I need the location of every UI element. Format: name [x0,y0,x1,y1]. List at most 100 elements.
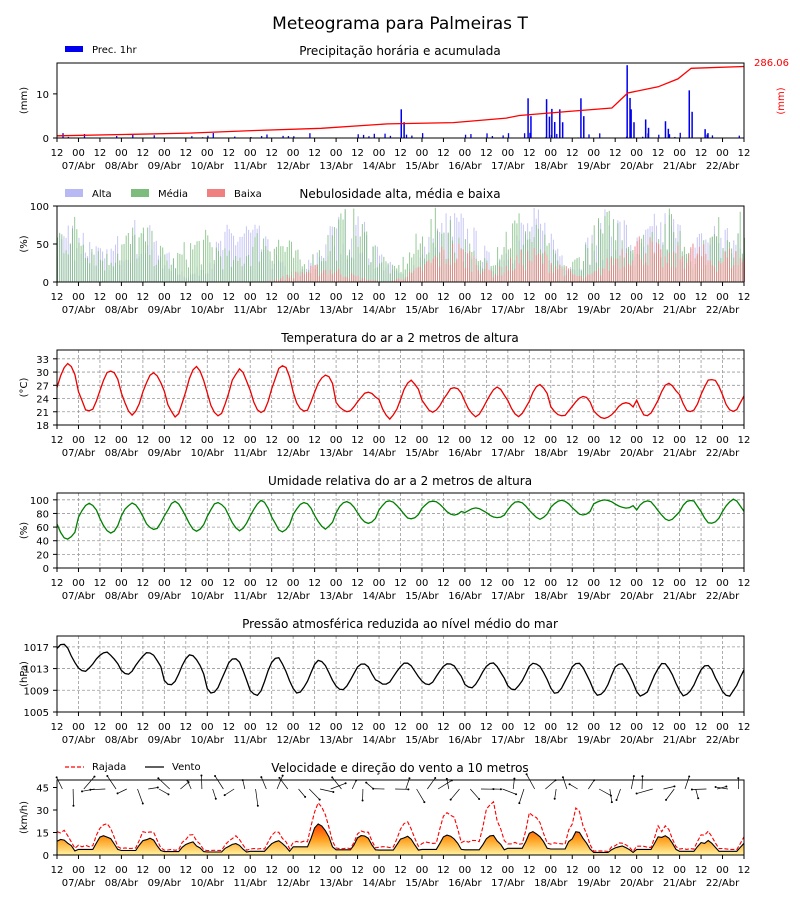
wind-arrow-head [318,798,321,801]
cloud-bar [299,259,301,282]
cloud-bar [269,251,271,282]
panel-1-date-label: 16/Abr [448,305,482,316]
panel-4-hour-label: 00 [72,722,85,733]
cloud-bar [325,269,327,282]
cloud-bar [241,266,243,282]
cloud-bar [284,279,286,282]
cloud-bar [531,261,533,282]
cloud-bar [430,218,432,282]
wind-arrow [365,782,374,790]
panel-2-hour-label: 12 [351,435,364,446]
cloud-bar [389,261,391,282]
cloud-bar [503,247,505,282]
panel-1-ytick-label: 100 [30,202,49,213]
panel-1-hour-label: 00 [72,292,85,303]
cloud-bar [692,243,694,282]
panel-3-hour-label: 12 [51,578,64,589]
panel-3-hour-label: 00 [244,578,257,589]
panel-4-date-label: 10/Abr [191,735,225,746]
cloud-bar [314,264,316,282]
panel-5-date-label: 08/Abr [105,878,139,889]
legend-swatch-cloud-1 [131,189,149,197]
panel-5-date-label: 22/Abr [706,878,740,889]
cloud-bar [479,274,481,282]
panel-0-hour-label: 12 [394,148,407,159]
panel-1-date-label: 13/Abr [319,305,353,316]
cloud-bar [662,244,664,282]
panel-0-date-label: 19/Abr [577,161,611,172]
cloud-bar [338,219,340,282]
precip-bar [191,136,193,138]
precip-bar [411,135,413,138]
wind-arrow-head [344,782,347,785]
cloud-bar [602,268,604,282]
cloud-bar [359,279,361,282]
legend-swatch-cloud-0 [65,189,83,197]
cloud-bar [153,241,155,282]
panel-2-ytick-label: 33 [36,355,49,366]
cloud-bar [145,241,147,282]
panel-1-ylabel: (%) [19,235,30,252]
cloud-bar [426,261,428,282]
panel-3-ytick-label: 100 [30,496,49,507]
panel-3-date-label: 17/Abr [491,591,525,602]
cloud-bar [87,258,89,282]
panel-3-date-label: 15/Abr [405,591,439,602]
precip-bar [260,136,263,138]
cloud-bar [537,253,539,282]
cloud-bar [396,268,398,282]
right-ylabel: (mm) [776,87,787,114]
cloud-bar [662,267,664,282]
cloud-bar [235,255,237,282]
panel-2-hour-label: 12 [51,435,64,446]
humidity-line [56,498,745,540]
panel-4-date-label: 15/Abr [405,735,439,746]
cloud-bar [168,268,170,282]
precip-bar [679,132,681,138]
panel-2-hour-label: 00 [287,435,300,446]
wind-arrow-head [256,804,259,807]
cloud-bar [735,251,737,282]
precip-bar [599,133,601,138]
cloud-bar [310,265,312,282]
precip-bar [116,136,118,138]
precip-bar [561,122,564,138]
cloud-bar [492,277,494,282]
panel-2-hour-label: 12 [308,435,321,446]
cloud-bar [658,243,660,282]
cloud-bar [222,250,224,282]
cloud-bar [258,261,260,282]
cloud-bar [628,264,630,282]
panel-0-date-label: 15/Abr [405,161,439,172]
cloud-bar [82,244,84,282]
precip-bar [368,136,370,138]
cloud-bar [187,267,189,282]
cloud-bar [514,220,516,282]
panel-0-hour-label: 12 [351,148,364,159]
wind-arrow [545,779,556,790]
cloud-bar [63,253,65,282]
panel-2-hour-label: 00 [544,435,557,446]
cloud-bar [505,265,507,282]
cloud-bar [701,256,703,282]
temperature-line [56,362,745,421]
cloud-bar [97,251,99,282]
panel-1-hour-label: 12 [523,292,536,303]
legend-label-prec: Prec. 1hr [92,45,137,56]
panel-5-date-label: 11/Abr [234,878,268,889]
panel-1-date-label: 19/Abr [577,305,611,316]
panel-4-date-label: 21/Abr [663,735,697,746]
panel-1-hour-label: 12 [94,292,107,303]
cloud-bar [417,266,419,282]
panel-5-hour-label: 12 [437,865,450,876]
precip-bar [629,97,631,138]
cloud-bar [464,267,466,282]
cloud-bar [525,270,527,282]
panel-2-date-label: 13/Abr [319,448,353,459]
panel-5-date-label: 17/Abr [491,878,525,889]
panel-3-ytick-label: 20 [36,550,49,561]
cloud-bar [477,270,479,282]
panel-3-ytick-label: 40 [36,537,49,548]
panel-3-date-label: 13/Abr [319,591,353,602]
panel-1-hour-label: 12 [351,292,364,303]
